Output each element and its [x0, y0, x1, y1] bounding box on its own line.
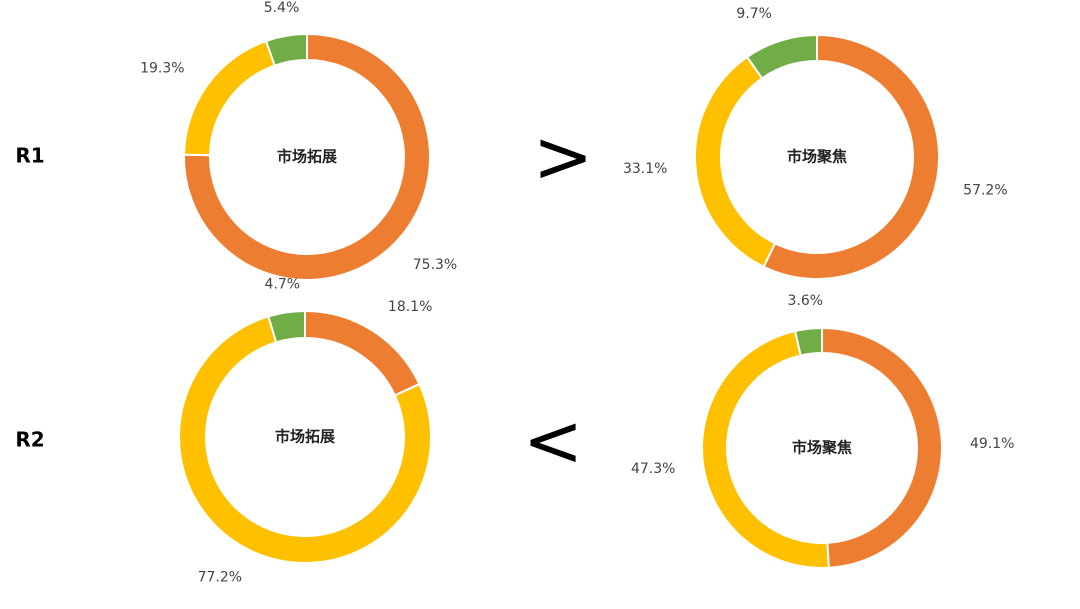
donut-segment — [183, 39, 276, 157]
row-label: R2 — [15, 428, 44, 452]
value-label: 3.6% — [788, 293, 824, 309]
row-label: R1 — [15, 144, 44, 168]
value-label: 19.3% — [140, 61, 184, 77]
donut-segment — [304, 309, 421, 397]
value-label: 75.3% — [413, 257, 457, 273]
donut-segment — [183, 32, 431, 281]
center-label: 市场拓展 — [277, 148, 337, 166]
center-label: 市场拓展 — [275, 428, 335, 446]
value-label: 4.7% — [265, 277, 301, 293]
donut-segment — [762, 33, 941, 280]
donut-segment — [745, 33, 818, 80]
value-label: 5.4% — [264, 0, 300, 16]
donut-segment — [701, 329, 830, 569]
donut-segment — [178, 315, 432, 564]
value-label: 57.2% — [963, 183, 1007, 199]
center-label: 市场聚焦 — [792, 439, 852, 457]
donut-segment — [267, 309, 306, 344]
donut-segment — [264, 32, 308, 67]
value-label: 9.7% — [736, 6, 772, 22]
value-label: 77.2% — [198, 570, 242, 586]
value-label: 47.3% — [631, 461, 675, 477]
value-label: 33.1% — [623, 161, 667, 177]
value-label: 18.1% — [388, 299, 432, 315]
donut-segment — [694, 55, 777, 269]
value-label: 49.1% — [970, 436, 1014, 452]
comparison: < — [523, 399, 583, 483]
donut-segment — [793, 326, 823, 357]
comparison: > — [533, 115, 593, 199]
center-label: 市场聚焦 — [787, 148, 847, 166]
